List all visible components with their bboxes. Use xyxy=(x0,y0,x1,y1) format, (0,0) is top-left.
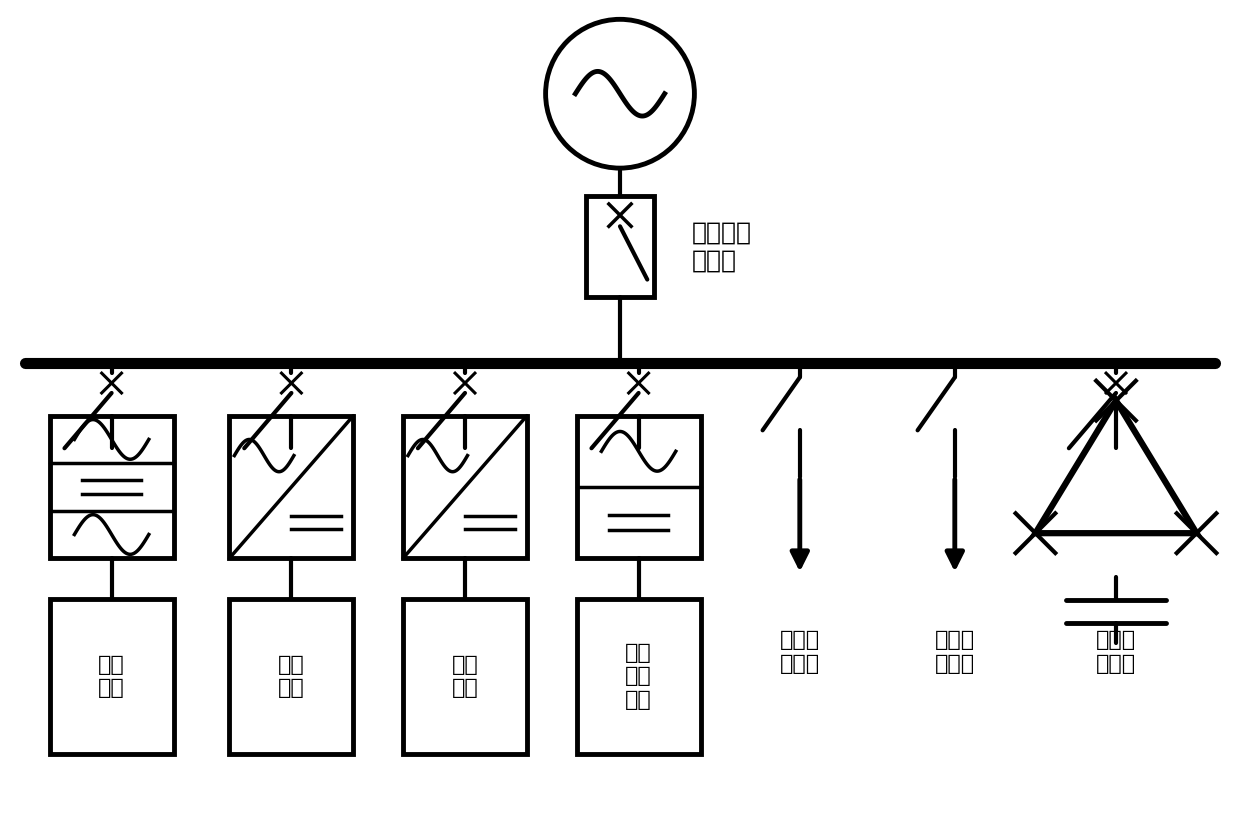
Bar xyxy=(229,416,353,558)
Bar xyxy=(403,599,527,754)
Text: 微型
燃气
轮机: 微型 燃气 轮机 xyxy=(625,643,652,710)
Bar xyxy=(50,599,174,754)
Text: 锂电
池组: 锂电 池组 xyxy=(451,654,479,698)
Text: 普通用
电负荷: 普通用 电负荷 xyxy=(780,630,820,674)
Bar xyxy=(229,599,353,754)
Text: 可控电
热负荷: 可控电 热负荷 xyxy=(935,630,975,674)
Bar xyxy=(577,599,701,754)
Bar xyxy=(585,196,655,297)
Bar xyxy=(403,416,527,558)
Bar xyxy=(577,416,701,558)
Text: 光伏
发电: 光伏 发电 xyxy=(278,654,305,698)
Text: 风力
发电: 风力 发电 xyxy=(98,654,125,698)
Text: 无功补
偿装置: 无功补 偿装置 xyxy=(1096,630,1136,674)
Bar xyxy=(50,416,174,558)
Text: 微电网并
网开关: 微电网并 网开关 xyxy=(692,221,751,272)
